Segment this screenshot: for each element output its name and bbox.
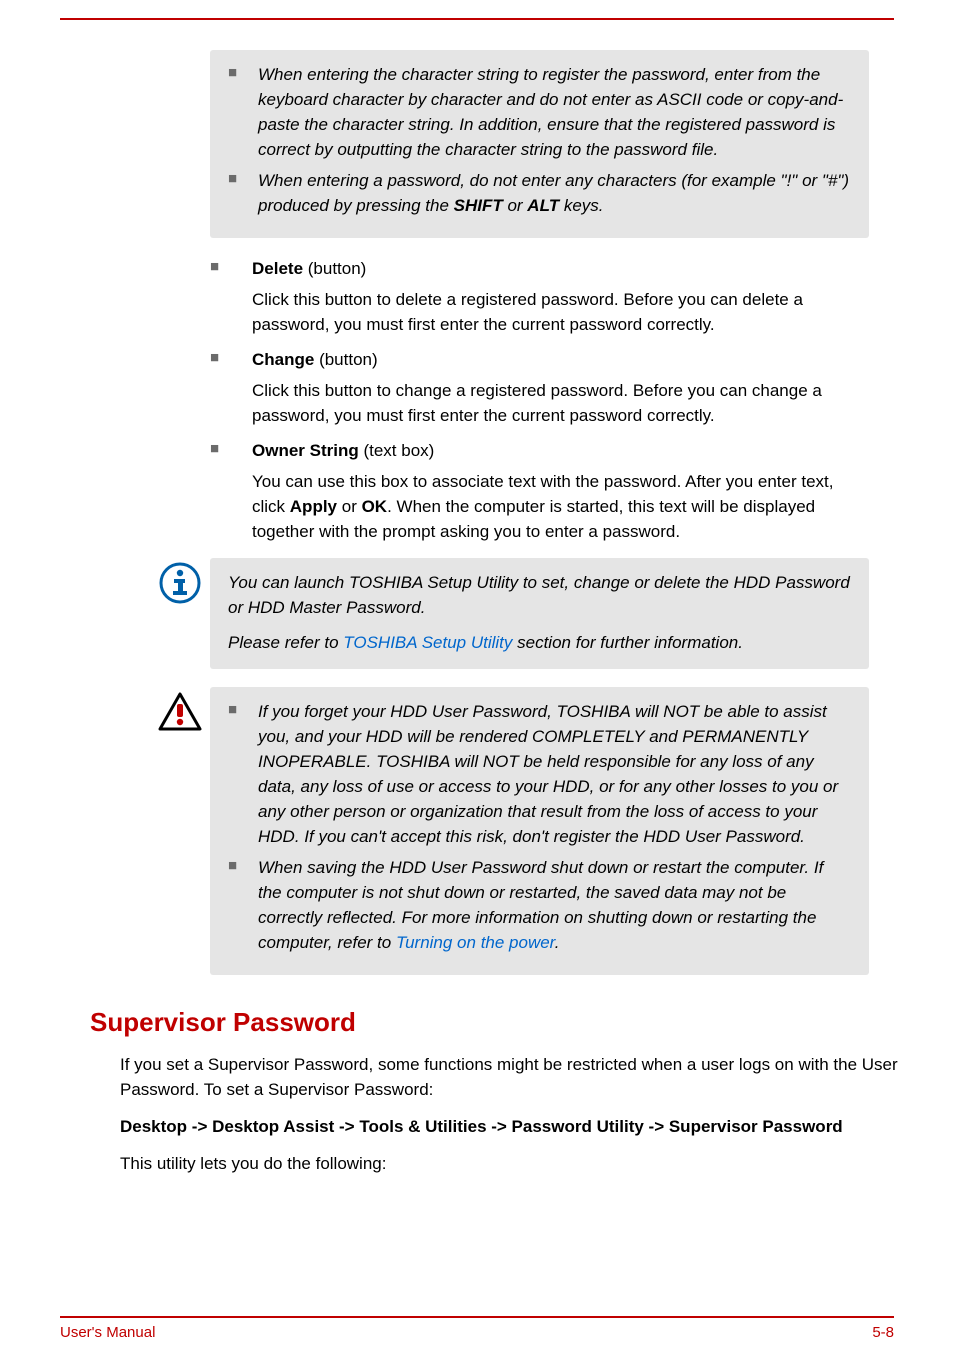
note1-item-1: ■ When entering the character string to … [228, 62, 851, 162]
info-box: You can launch TOSHIBA Setup Utility to … [150, 558, 869, 669]
note1-item-1-text: When entering the character string to re… [258, 62, 851, 162]
text-part: . [555, 933, 560, 952]
bullet-icon: ■ [228, 699, 258, 721]
text-bold: SHIFT [454, 196, 503, 215]
info-icon [159, 562, 201, 604]
link-toshiba-setup-utility[interactable]: TOSHIBA Setup Utility [343, 633, 512, 652]
supervisor-para-1: If you set a Supervisor Password, some f… [120, 1052, 954, 1102]
list-item-delete: ■ Delete (button) [210, 256, 869, 281]
label-rest: (button) [314, 350, 377, 369]
text-part: section for further information. [512, 633, 743, 652]
info-line-2: Please refer to TOSHIBA Setup Utility se… [228, 630, 851, 655]
list-item-label: Owner String (text box) [252, 438, 869, 463]
list-item-change: ■ Change (button) [210, 347, 869, 372]
warn-item-1-text: If you forget your HDD User Password, TO… [258, 699, 851, 849]
list-item-label: Change (button) [252, 347, 869, 372]
list-item-owner-string: ■ Owner String (text box) [210, 438, 869, 463]
warn-item-1: ■ If you forget your HDD User Password, … [228, 699, 851, 849]
info-line-1: You can launch TOSHIBA Setup Utility to … [228, 570, 851, 620]
warning-icon [157, 691, 203, 733]
label-bold: Owner String [252, 441, 359, 460]
list-item-owner-string-desc: You can use this box to associate text w… [252, 469, 869, 544]
bullet-icon: ■ [210, 347, 252, 369]
page-footer: User's Manual 5-8 [0, 1316, 954, 1341]
bullet-icon: ■ [210, 256, 252, 278]
section-heading-supervisor-password: Supervisor Password [90, 1007, 954, 1038]
label-rest: (text box) [359, 441, 435, 460]
text-part: keys. [559, 196, 603, 215]
text-bold: Apply [290, 497, 337, 516]
bullet-icon: ■ [228, 62, 258, 84]
note1-item-2: ■ When entering a password, do not enter… [228, 168, 851, 218]
text-part: Please refer to [228, 633, 343, 652]
warn-item-2: ■ When saving the HDD User Password shut… [228, 855, 851, 955]
warning-box: ■ If you forget your HDD User Password, … [150, 687, 869, 975]
main-list: ■ Delete (button) Click this button to d… [210, 256, 869, 544]
footer-left: User's Manual [60, 1324, 155, 1341]
label-bold: Delete [252, 259, 303, 278]
footer-page-number: 5-8 [872, 1324, 894, 1341]
bullet-icon: ■ [228, 168, 258, 190]
text-bold: ALT [527, 196, 559, 215]
note-box-1: ■ When entering the character string to … [210, 50, 869, 238]
list-item-change-desc: Click this button to change a registered… [252, 378, 869, 428]
supervisor-para-3: This utility lets you do the following: [120, 1151, 954, 1176]
link-turning-on-power[interactable]: Turning on the power [396, 933, 555, 952]
text-part: or [503, 196, 528, 215]
list-item-label: Delete (button) [252, 256, 869, 281]
text-part: or [337, 497, 362, 516]
supervisor-para-path: Desktop -> Desktop Assist -> Tools & Uti… [120, 1114, 954, 1139]
list-item-delete-desc: Click this button to delete a registered… [252, 287, 869, 337]
footer-rule [60, 1316, 894, 1318]
label-rest: (button) [303, 259, 366, 278]
text-bold: OK [362, 497, 388, 516]
note1-item-2-text: When entering a password, do not enter a… [258, 168, 851, 218]
bullet-icon: ■ [210, 438, 252, 460]
label-bold: Change [252, 350, 314, 369]
bullet-icon: ■ [228, 855, 258, 877]
warn-item-2-text: When saving the HDD User Password shut d… [258, 855, 851, 955]
